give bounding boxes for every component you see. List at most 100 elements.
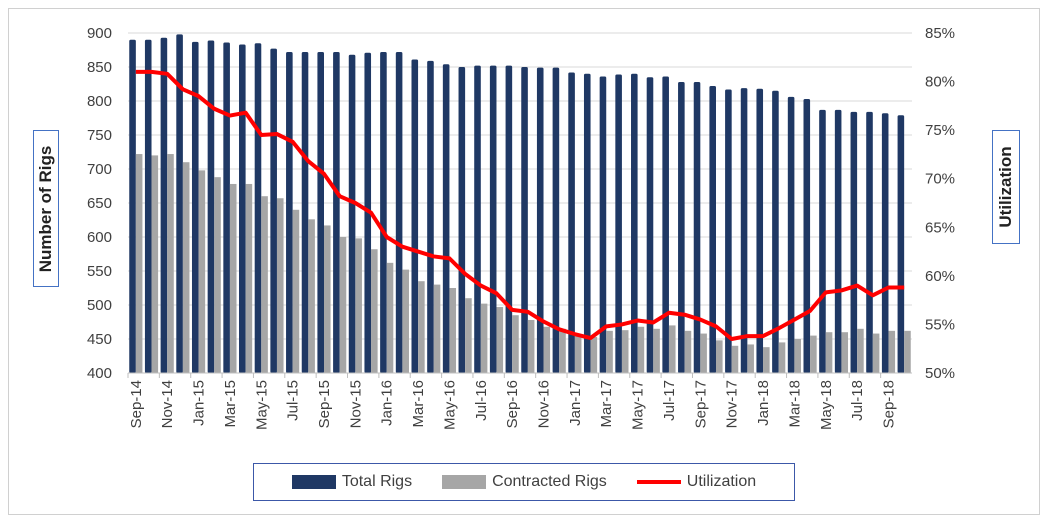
bar-total-rigs: [583, 73, 591, 374]
chart-frame: [8, 8, 1040, 515]
bar-total-rigs: [442, 64, 450, 373]
bar-total-rigs: [191, 41, 199, 374]
x-tick-label: Mar-17: [598, 380, 615, 428]
bar-total-rigs: [474, 65, 481, 373]
bar-contracted-rigs: [480, 303, 488, 373]
x-tick-label: May-16: [441, 380, 458, 430]
y-axis-title-left: Number of Rigs: [33, 130, 59, 287]
y-tick-label-right: 55%: [925, 316, 955, 333]
bar-total-rigs: [803, 98, 811, 374]
bar-total-rigs: [239, 44, 246, 374]
bar-total-rigs: [568, 72, 575, 373]
bar-total-rigs: [333, 52, 340, 373]
bar-contracted-rigs: [402, 269, 409, 373]
bar-total-rigs: [489, 65, 497, 373]
y-tick-label-right: 50%: [925, 365, 955, 382]
bar-contracted-rigs: [151, 155, 159, 373]
y-axis-title-right-text: Utilization: [996, 146, 1015, 228]
bar-contracted-rigs: [857, 328, 864, 373]
y-tick-label-left: 900: [87, 25, 112, 42]
x-tick-label: Sep-16: [504, 380, 521, 428]
bar-contracted-rigs: [229, 183, 237, 373]
bar-contracted-rigs: [700, 333, 707, 373]
bar-contracted-rigs: [135, 154, 143, 373]
bar-contracted-rigs: [292, 209, 300, 373]
x-tick-label: Jul-15: [285, 380, 302, 421]
x-tick-label: Nov-14: [159, 380, 176, 428]
bar-contracted-rigs: [496, 307, 504, 373]
bar-contracted-rigs: [778, 342, 786, 373]
x-tick-label: Sep-15: [316, 380, 333, 428]
utilization-line: [135, 69, 905, 341]
y-tick-label-left: 750: [87, 127, 112, 144]
bar-total-rigs: [552, 67, 560, 374]
bar-contracted-rigs: [872, 333, 880, 373]
y-tick-label-right: 85%: [925, 25, 955, 42]
bar-total-rigs: [756, 88, 764, 373]
bar-contracted-rigs: [763, 347, 770, 373]
bar-contracted-rigs: [747, 344, 754, 373]
x-tick-label: Jan-18: [755, 380, 772, 426]
bar-total-rigs: [787, 96, 795, 374]
y-tick-label-right: 70%: [925, 171, 955, 188]
y-tick-label-left: 450: [87, 331, 112, 348]
bar-total-rigs: [881, 113, 889, 374]
bar-contracted-rigs: [904, 330, 911, 373]
bar-contracted-rigs: [261, 196, 268, 373]
bar-contracted-rigs: [276, 198, 284, 373]
bar-total-rigs: [678, 81, 685, 374]
y-tick-label-right: 65%: [925, 219, 955, 236]
bar-contracted-rigs: [825, 332, 833, 373]
bar-total-rigs: [505, 65, 513, 373]
legend-label-contracted: Contracted Rigs: [492, 473, 607, 490]
bar-total-rigs: [662, 76, 669, 374]
x-tick-label: Jul-18: [849, 380, 866, 421]
bar-contracted-rigs: [590, 336, 598, 373]
bar-total-rigs: [223, 42, 230, 374]
y-tick-label-left: 850: [87, 59, 112, 76]
bar-contracted-rigs: [449, 288, 457, 373]
bar-contracted-rigs: [355, 238, 362, 373]
bar-contracted-rigs: [621, 330, 629, 373]
legend-swatch-total: [291, 475, 336, 489]
legend-label-utilization: Utilization: [686, 473, 757, 490]
x-tick-label: May-17: [630, 380, 647, 430]
bar-contracted-rigs: [465, 298, 472, 373]
x-tick-label: May-15: [253, 380, 270, 430]
x-tick-label: Sep-17: [692, 380, 709, 428]
bar-contracted-rigs: [182, 162, 190, 373]
legend: Total Rigs Contracted Rigs Utilization: [253, 463, 795, 501]
bar-total-rigs: [850, 111, 858, 373]
bar-total-rigs: [176, 34, 183, 374]
bar-total-rigs: [144, 39, 152, 374]
bar-total-rigs: [725, 89, 732, 373]
bar-total-rigs: [536, 67, 544, 374]
bar-total-rigs: [254, 43, 262, 373]
y-tick-label-left: 650: [87, 195, 112, 212]
bar-contracted-rigs: [606, 330, 613, 373]
bar-contracted-rigs: [794, 339, 801, 373]
bar-total-rigs: [348, 54, 356, 373]
bar-total-rigs: [521, 67, 528, 373]
bar-total-rigs: [709, 86, 716, 373]
bar-contracted-rigs: [731, 345, 739, 373]
y-tick-label-left: 500: [87, 297, 112, 314]
x-tick-label: Jan-15: [191, 380, 208, 426]
bar-contracted-rigs: [888, 330, 896, 373]
x-tick-label: Jan-16: [379, 380, 396, 426]
bar-contracted-rigs: [418, 281, 425, 373]
y-tick-label-left: 600: [87, 229, 112, 246]
bar-contracted-rigs: [198, 170, 206, 373]
x-tick-label: Mar-18: [786, 380, 803, 428]
bar-contracted-rigs: [214, 177, 221, 373]
bar-total-rigs: [772, 90, 779, 374]
bar-total-rigs: [160, 37, 168, 373]
bar-contracted-rigs: [668, 325, 676, 373]
x-tick-label: Jul-17: [661, 380, 678, 421]
bar-contracted-rigs: [543, 326, 551, 373]
bar-contracted-rigs: [167, 154, 174, 373]
bar-total-rigs: [395, 52, 403, 373]
bar-total-rigs: [866, 111, 873, 373]
bar-contracted-rigs: [308, 219, 315, 373]
